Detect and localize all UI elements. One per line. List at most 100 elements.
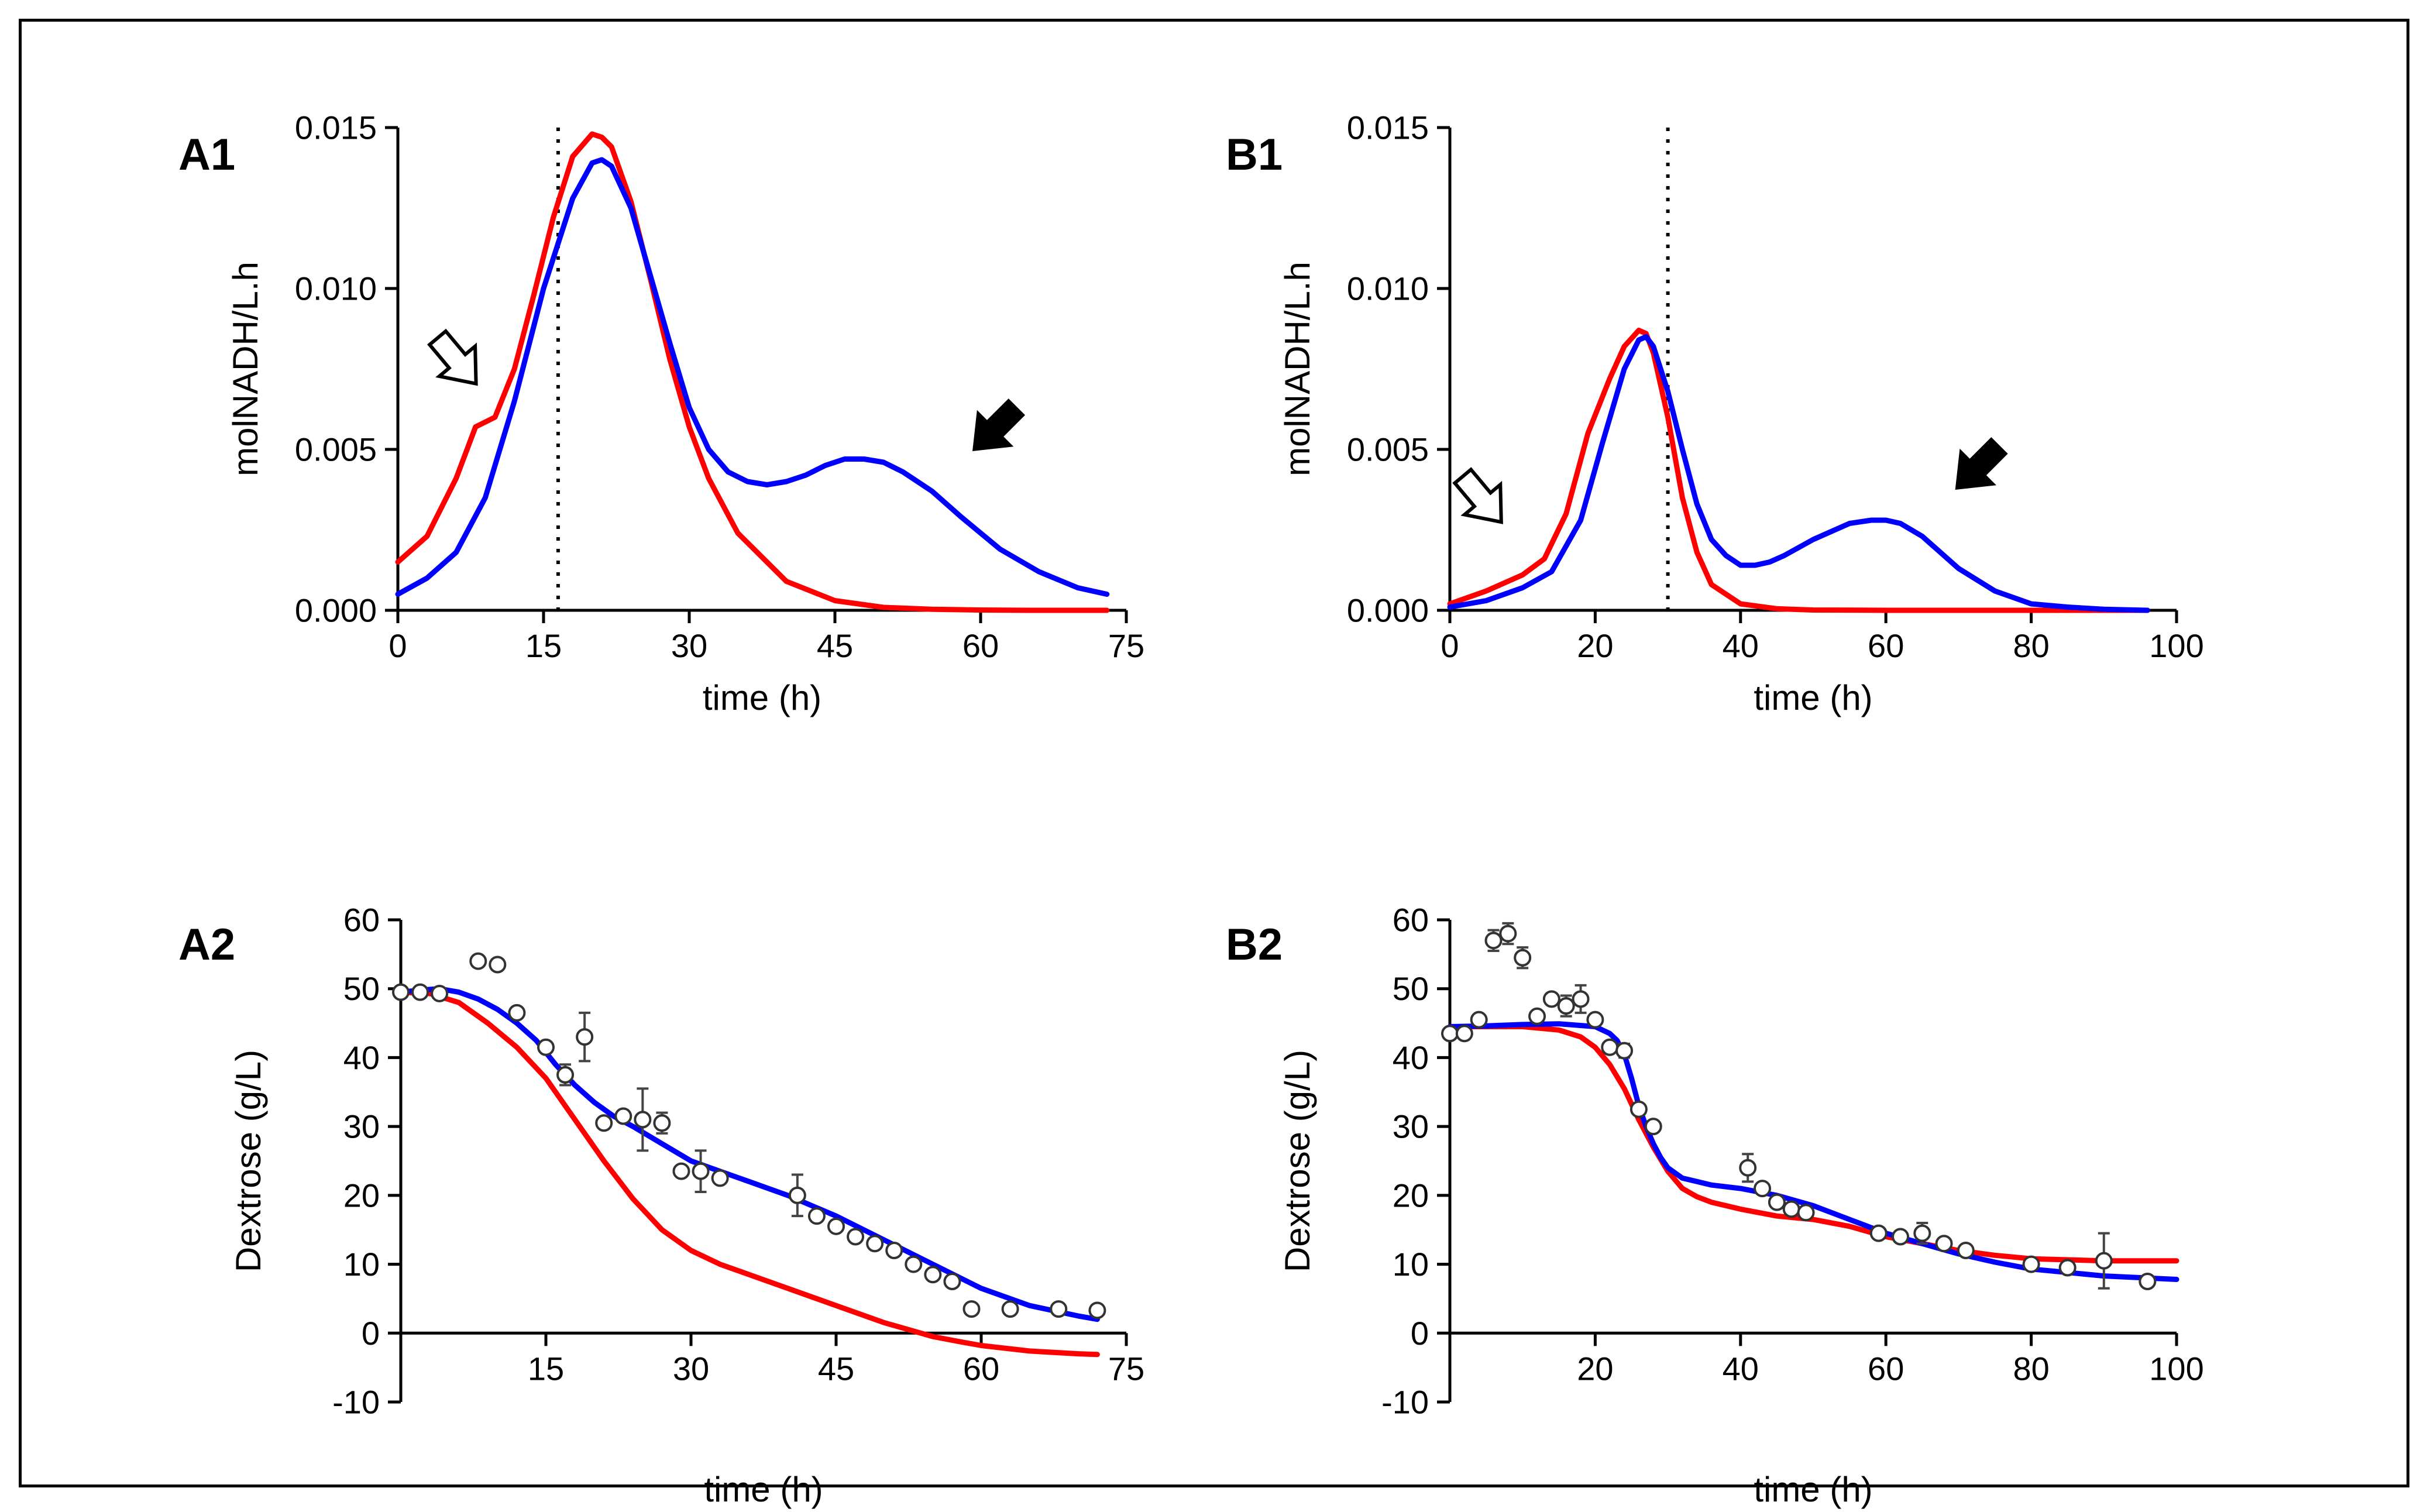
data-point [653, 1114, 671, 1132]
data-point [1629, 1100, 1648, 1118]
data-point [2022, 1255, 2040, 1273]
filled-arrow-icon [1955, 437, 2008, 490]
x-tick-label: 45 [817, 627, 853, 664]
data-point [924, 1266, 942, 1284]
data-point [711, 1169, 729, 1187]
chart-b2: B2 20 40 60 80 100 -10 0 10 20 30 40 50 60 time (h) Dex… [1226, 902, 2204, 1510]
data-point [1499, 925, 1517, 943]
y-tick-label: -10 [332, 1384, 380, 1421]
data-point [2058, 1259, 2077, 1277]
data-point [692, 1162, 710, 1180]
data-point [672, 1162, 690, 1180]
data-point [634, 1111, 652, 1129]
x-tick-label: 60 [962, 627, 999, 664]
panel-label: B2 [1226, 920, 1283, 970]
data-point [1739, 1159, 1757, 1177]
data-point [392, 983, 410, 1001]
data-point [885, 1242, 903, 1260]
y-tick-label: 30 [1393, 1108, 1429, 1145]
data-point [2095, 1252, 2113, 1270]
y-tick-label: 0.005 [295, 431, 377, 468]
data-point [1768, 1193, 1786, 1211]
data-point [489, 956, 507, 974]
y-tick-label: 0 [1411, 1315, 1429, 1352]
x-tick-label: 30 [673, 1350, 709, 1387]
y-tick-label: 50 [343, 970, 380, 1007]
filled-arrow-icon [972, 398, 1025, 452]
chart-a2: A2 15 30 45 60 75 -10 0 10 20 30 40 50 60 time (h) Dext… [178, 902, 1144, 1510]
data-point [1644, 1118, 1662, 1136]
y-tick-label: 50 [1393, 970, 1429, 1007]
data-point [1797, 1204, 1815, 1222]
y-tick-label: 40 [1393, 1039, 1429, 1076]
data-point [431, 984, 449, 1002]
x-tick-label: 0 [389, 627, 407, 664]
data-point [1615, 1042, 1634, 1060]
x-axis-title: time (h) [1754, 678, 1872, 717]
x-tick-label: 15 [528, 1350, 564, 1387]
data-point [866, 1235, 884, 1253]
x-tick-label: 75 [1108, 627, 1144, 664]
series-line-red [395, 131, 1110, 613]
data-point [469, 952, 487, 970]
data-point [1572, 990, 1590, 1008]
data-point [1484, 932, 1503, 950]
x-tick-label: 40 [1723, 1350, 1759, 1387]
x-axis-title: time (h) [1754, 1470, 1872, 1509]
data-point [1957, 1242, 1975, 1260]
data-point [1528, 1007, 1546, 1025]
data-point [1586, 1011, 1604, 1029]
x-tick-label: 20 [1577, 627, 1613, 664]
data-point [556, 1066, 575, 1084]
data-point [1514, 949, 1532, 967]
y-tick-label: -10 [1381, 1384, 1429, 1421]
x-tick-label: 20 [1577, 1350, 1613, 1387]
y-tick-label: 10 [1393, 1246, 1429, 1283]
y-tick-label: 0.015 [295, 109, 377, 146]
series-line-red [1447, 1024, 2179, 1264]
y-axis-title: Dextrose (g/L) [229, 1050, 268, 1272]
y-tick-label: 0 [362, 1315, 380, 1352]
x-tick-label: 45 [818, 1350, 854, 1387]
x-tick-label: 75 [1108, 1350, 1144, 1387]
y-tick-label: 60 [343, 902, 380, 939]
series-line-blue [1447, 1021, 2179, 1282]
x-tick-label: 80 [2013, 1350, 2049, 1387]
y-tick-label: 20 [1393, 1177, 1429, 1214]
data-point [1601, 1038, 1619, 1056]
data-point [595, 1114, 613, 1132]
chart-a1: A1 0 15 30 45 60 75 0.000 0.005 0.010 0.015 time (h… [178, 109, 1144, 718]
data-point [905, 1255, 923, 1273]
data-point [576, 1028, 594, 1046]
y-axis-title: molNADH/L.h [1278, 262, 1317, 476]
panel-label: B1 [1226, 130, 1283, 180]
data-point [943, 1273, 961, 1290]
data-point [847, 1228, 865, 1246]
data-point [1050, 1300, 1068, 1318]
x-tick-label: 100 [2149, 1350, 2203, 1387]
data-point [1782, 1200, 1800, 1218]
data-point [1913, 1224, 1931, 1242]
x-tick-label: 30 [671, 627, 707, 664]
x-tick-label: 80 [2013, 627, 2049, 664]
x-axis-title: time (h) [703, 678, 821, 717]
y-tick-label: 10 [343, 1246, 380, 1283]
data-point [537, 1038, 555, 1056]
data-point [1754, 1180, 1772, 1198]
data-point [1441, 1025, 1459, 1043]
x-axis-title: time (h) [704, 1470, 823, 1509]
data-point [1892, 1228, 1910, 1246]
y-tick-label: 0.010 [295, 270, 377, 307]
series-line-red [398, 989, 1100, 1358]
data-point [807, 1207, 826, 1225]
y-tick-label: 20 [343, 1177, 380, 1214]
y-tick-label: 60 [1393, 902, 1429, 939]
data-point [1088, 1301, 1106, 1319]
figure-frame [19, 19, 2409, 1487]
y-tick-label: 0.000 [1347, 592, 1429, 629]
series-line-blue [395, 157, 1110, 597]
data-point [827, 1217, 845, 1235]
data-point [1542, 990, 1560, 1008]
x-tick-label: 60 [963, 1350, 999, 1387]
